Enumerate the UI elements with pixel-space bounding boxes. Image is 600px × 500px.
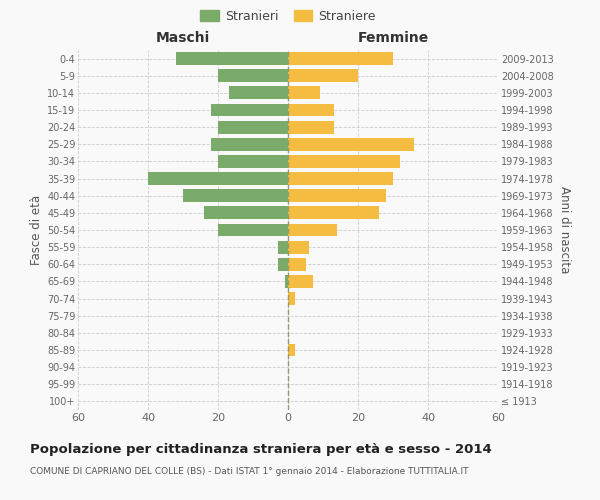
Bar: [176, 52, 288, 65]
Bar: [288, 224, 337, 236]
Bar: [288, 258, 305, 270]
Bar: [218, 155, 288, 168]
Y-axis label: Anni di nascita: Anni di nascita: [557, 186, 571, 274]
Bar: [218, 120, 288, 134]
Bar: [288, 172, 393, 185]
Bar: [183, 190, 288, 202]
Bar: [288, 190, 386, 202]
Bar: [288, 292, 295, 305]
Bar: [288, 86, 320, 100]
Text: Popolazione per cittadinanza straniera per età e sesso - 2014: Popolazione per cittadinanza straniera p…: [30, 442, 492, 456]
Bar: [288, 70, 358, 82]
Legend: Stranieri, Straniere: Stranieri, Straniere: [196, 6, 380, 26]
Bar: [229, 86, 288, 100]
Bar: [211, 104, 288, 117]
Bar: [148, 172, 288, 185]
Text: COMUNE DI CAPRIANO DEL COLLE (BS) - Dati ISTAT 1° gennaio 2014 - Elaborazione TU: COMUNE DI CAPRIANO DEL COLLE (BS) - Dati…: [30, 468, 469, 476]
Bar: [284, 275, 288, 288]
Bar: [218, 70, 288, 82]
Bar: [288, 206, 379, 220]
Bar: [288, 138, 414, 150]
Bar: [218, 224, 288, 236]
Bar: [204, 206, 288, 220]
Bar: [288, 240, 309, 254]
Text: Maschi: Maschi: [156, 31, 210, 45]
Y-axis label: Fasce di età: Fasce di età: [29, 195, 43, 265]
Bar: [288, 155, 400, 168]
Bar: [288, 52, 393, 65]
Bar: [211, 138, 288, 150]
Bar: [288, 104, 334, 117]
Bar: [277, 240, 288, 254]
Bar: [277, 258, 288, 270]
Bar: [288, 344, 295, 356]
Bar: [288, 120, 334, 134]
Text: Femmine: Femmine: [358, 31, 428, 45]
Bar: [288, 275, 313, 288]
